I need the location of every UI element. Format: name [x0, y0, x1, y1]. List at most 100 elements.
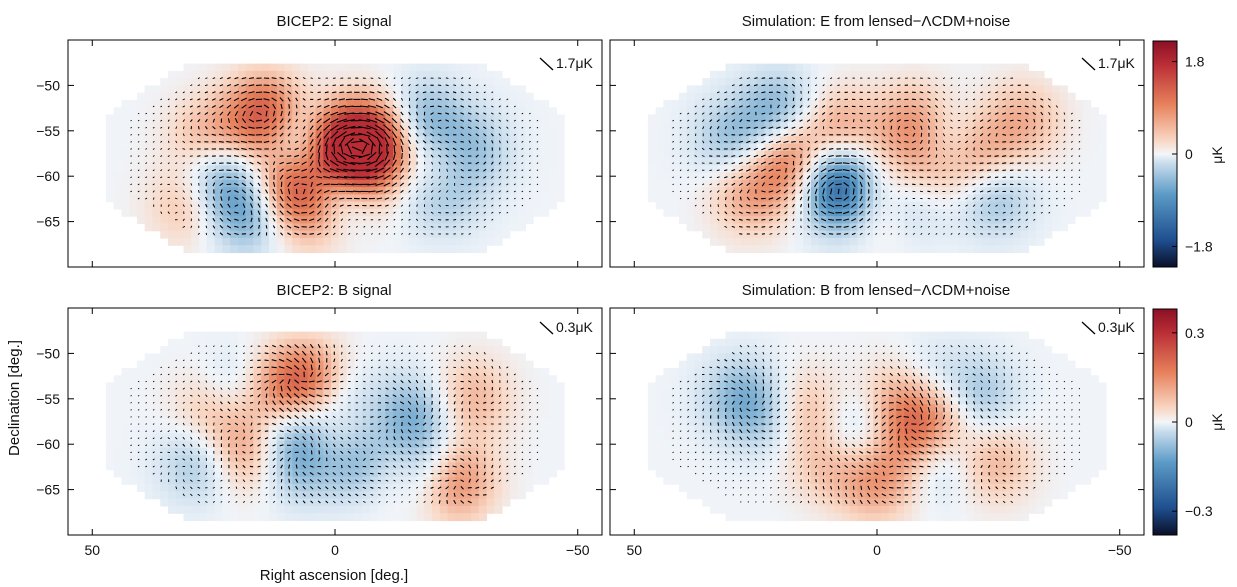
heatmap-cell [1028, 208, 1037, 217]
heatmap-cell [989, 172, 998, 181]
polarization-vector [768, 147, 774, 151]
heatmap-cell [880, 237, 890, 246]
polarization-vector [483, 197, 487, 200]
polarization-vector [445, 133, 450, 136]
heatmap-cell [447, 99, 456, 108]
heatmap-cell [129, 99, 138, 108]
heatmap-cell [346, 143, 356, 152]
heatmap-cell [338, 114, 348, 123]
polarization-vector [309, 105, 314, 108]
heatmap-cell [702, 208, 711, 217]
heatmap-cell [834, 165, 843, 174]
polarization-vector [145, 197, 148, 200]
heatmap-cell [710, 70, 719, 79]
heatmap-cell [393, 121, 402, 130]
heatmap-cell [849, 63, 859, 72]
polarization-vector [175, 155, 178, 158]
heatmap-cell [416, 99, 425, 108]
polarization-vector [423, 154, 426, 158]
heatmap-field [105, 63, 565, 254]
heatmap-cell [764, 150, 773, 159]
polarization-vector [257, 203, 261, 208]
heatmap-cell [935, 208, 944, 217]
heatmap-cell [1036, 237, 1045, 246]
polarization-vector [329, 124, 339, 131]
polarization-vector [716, 126, 720, 130]
heatmap-cell [354, 85, 363, 94]
heatmap-cell [919, 85, 929, 94]
polarization-vector [374, 124, 385, 132]
heatmap-cell [1051, 194, 1061, 203]
heatmap-cell [385, 92, 394, 101]
heatmap-cell [470, 172, 480, 181]
polarization-vector [301, 183, 307, 186]
heatmap-cell [904, 165, 913, 174]
heatmap-cell [369, 121, 379, 130]
heatmap-cell [237, 63, 247, 72]
polarization-vector [468, 218, 472, 221]
polarization-vector [212, 232, 216, 236]
heatmap-cell [556, 179, 565, 188]
polarization-vector [415, 132, 419, 137]
polarization-vector [167, 105, 170, 108]
heatmap-cell [152, 92, 161, 101]
polarization-vector [324, 232, 329, 236]
heatmap-cell [533, 165, 542, 174]
heatmap-cell [222, 85, 231, 94]
polarization-vector [130, 190, 133, 193]
polarization-vector [536, 183, 539, 186]
heatmap-cell [857, 230, 866, 239]
heatmap-cell [486, 223, 495, 232]
polarization-vector [950, 197, 953, 200]
heatmap-cell [958, 245, 967, 254]
heatmap-cell [509, 223, 519, 232]
heatmap-cell [686, 194, 696, 203]
heatmap-cell [401, 99, 410, 108]
polarization-vector [355, 226, 358, 228]
heatmap-cell [307, 78, 317, 86]
heatmap-cell [323, 150, 332, 159]
heatmap-cell [160, 230, 169, 239]
heatmap-cell [354, 99, 363, 108]
heatmap-cell [717, 216, 727, 225]
heatmap-cell [803, 107, 812, 116]
polarization-vector [739, 203, 743, 208]
polarization-vector [521, 204, 524, 207]
polarization-vector [738, 147, 744, 151]
heatmap-cell [268, 78, 278, 86]
polarization-vector [330, 130, 339, 139]
heatmap-cell [533, 107, 542, 116]
polarization-vector [323, 104, 330, 109]
polarization-vector [198, 218, 200, 222]
heatmap-cell [787, 201, 797, 210]
heatmap-cell [725, 78, 734, 86]
heatmap-cell [880, 216, 890, 225]
polarization-vector [498, 105, 501, 108]
polarization-vector [513, 112, 516, 115]
heatmap-cell [470, 92, 480, 101]
heatmap-cell [556, 194, 565, 203]
heatmap-cell [919, 158, 929, 166]
heatmap-cell [183, 223, 192, 232]
heatmap-cell [533, 114, 542, 123]
heatmap-cell [121, 165, 130, 174]
polarization-vector [994, 176, 999, 179]
heatmap-cell [307, 99, 317, 108]
polarization-vector [468, 183, 472, 186]
polarization-vector [218, 133, 224, 136]
heatmap-cell [826, 114, 835, 123]
polarization-vector [777, 104, 780, 109]
heatmap-cell [974, 92, 983, 101]
polarization-vector [288, 104, 290, 109]
heatmap-cell [199, 237, 208, 246]
heatmap-cell [362, 165, 371, 174]
heatmap-cell [741, 107, 750, 116]
heatmap-cell [725, 92, 734, 101]
heatmap-cell [857, 165, 866, 174]
heatmap-cell [904, 187, 913, 195]
heatmap-cell [517, 121, 526, 130]
heatmap-cell [346, 165, 356, 174]
heatmap-cell [385, 245, 394, 254]
polarization-vector [197, 162, 201, 165]
heatmap-cell [919, 63, 929, 72]
